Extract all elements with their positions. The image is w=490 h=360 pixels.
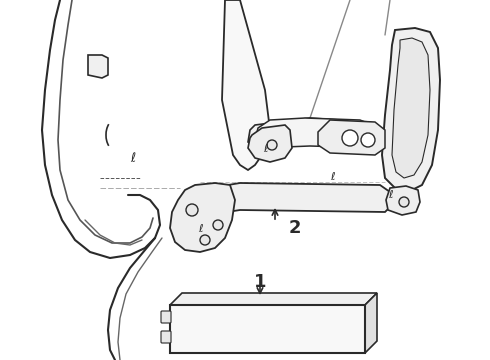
Circle shape — [267, 140, 277, 150]
Circle shape — [186, 204, 198, 216]
Circle shape — [342, 130, 358, 146]
Polygon shape — [198, 183, 392, 215]
Text: 1: 1 — [254, 273, 266, 291]
Polygon shape — [255, 118, 382, 148]
Circle shape — [213, 220, 223, 230]
Polygon shape — [170, 305, 365, 353]
Polygon shape — [386, 186, 420, 215]
Polygon shape — [248, 118, 382, 148]
Polygon shape — [170, 293, 377, 305]
Polygon shape — [392, 38, 430, 178]
Text: $\ell$: $\ell$ — [130, 151, 137, 165]
Polygon shape — [88, 55, 108, 78]
Circle shape — [200, 235, 210, 245]
Polygon shape — [318, 120, 385, 155]
Polygon shape — [222, 0, 270, 170]
FancyBboxPatch shape — [161, 331, 171, 343]
Polygon shape — [382, 28, 440, 192]
FancyBboxPatch shape — [161, 311, 171, 323]
Polygon shape — [248, 125, 292, 162]
Circle shape — [399, 197, 409, 207]
Circle shape — [361, 133, 375, 147]
Polygon shape — [170, 183, 235, 252]
Text: $\ell$: $\ell$ — [263, 142, 269, 154]
Text: $\ell$: $\ell$ — [198, 222, 204, 234]
Text: 2: 2 — [289, 219, 301, 237]
Polygon shape — [365, 293, 377, 353]
Text: $\ell$: $\ell$ — [388, 188, 394, 200]
Text: $\ell$: $\ell$ — [330, 170, 336, 182]
